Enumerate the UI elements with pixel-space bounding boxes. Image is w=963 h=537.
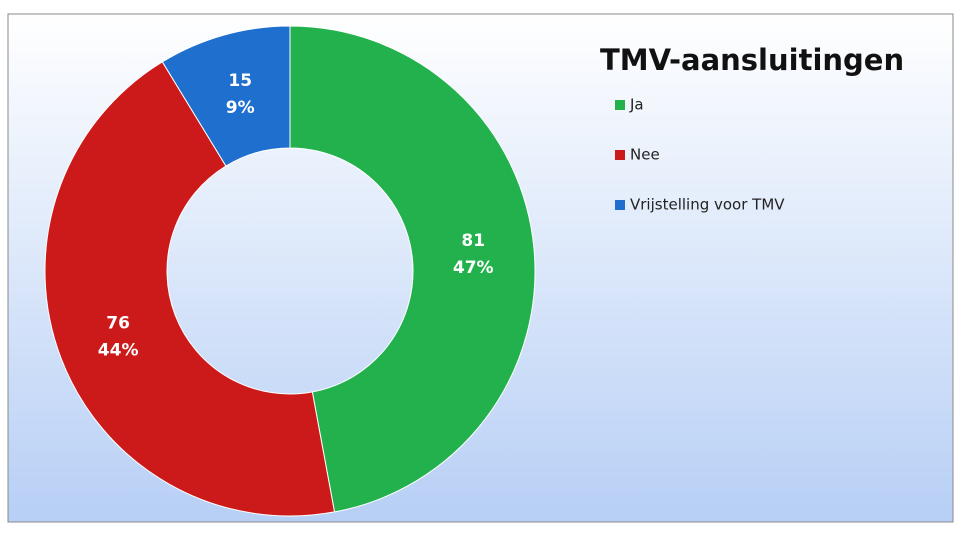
legend-swatch bbox=[615, 150, 625, 160]
legend-label: Nee bbox=[630, 146, 660, 164]
chart-title: TMV-aansluitingen bbox=[600, 43, 904, 77]
donut-segment bbox=[44, 61, 336, 517]
legend-label: Vrijstelling voor TMV bbox=[630, 196, 785, 214]
data-label: 47% bbox=[453, 258, 494, 278]
donut-segment bbox=[161, 25, 291, 167]
data-label: 9% bbox=[226, 98, 255, 118]
data-label: 81 bbox=[461, 231, 485, 251]
data-label: 15 bbox=[228, 71, 252, 91]
donut-segment bbox=[289, 25, 536, 513]
data-label: 44% bbox=[98, 341, 139, 361]
data-label: 76 bbox=[106, 314, 130, 334]
legend-swatch bbox=[615, 100, 625, 110]
legend-label: Ja bbox=[629, 96, 644, 114]
legend-swatch bbox=[615, 200, 625, 210]
